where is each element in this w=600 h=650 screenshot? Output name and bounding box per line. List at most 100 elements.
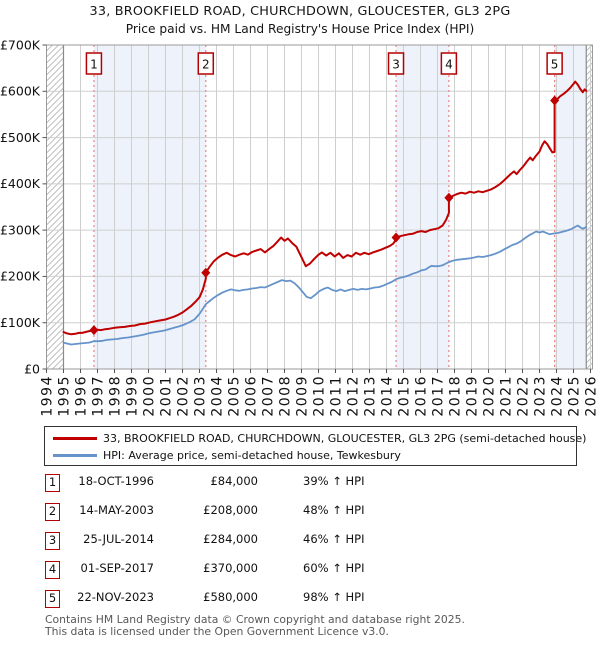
y-tick-label: £200K xyxy=(0,269,41,284)
no-data-hatch-line xyxy=(585,56,593,64)
no-data-hatch-line xyxy=(46,189,64,208)
no-data-hatch-line xyxy=(46,93,64,112)
no-data-hatch-line xyxy=(585,50,593,58)
sale-number-box-label: 4 xyxy=(445,58,453,72)
sale-number-badge: 3 xyxy=(45,532,60,550)
no-data-hatch-line xyxy=(585,92,593,100)
sale-date: 14-MAY-2003 xyxy=(79,503,154,517)
no-data-hatch-line xyxy=(585,122,593,130)
no-data-hatch-line xyxy=(585,98,593,106)
no-data-hatch-line xyxy=(585,320,593,328)
no-data-hatch-line xyxy=(46,105,64,124)
sale-number-box xyxy=(387,52,405,75)
no-data-hatch-line xyxy=(585,152,593,160)
no-data-hatch-line xyxy=(46,339,64,358)
no-data-hatch-line xyxy=(46,237,64,256)
sale-row: 4 01-SEP-2017 £370,000 60% ↑ HPI xyxy=(44,557,584,586)
no-data-hatch-line xyxy=(46,129,64,148)
no-data-hatch-line xyxy=(46,141,64,160)
no-data-hatch-line xyxy=(46,45,64,64)
no-data-hatch-line xyxy=(46,111,64,130)
plot-border xyxy=(46,44,593,370)
no-data-hatch-line xyxy=(46,69,64,88)
no-data-hatch-line xyxy=(58,363,64,370)
x-tick-label: 2014 xyxy=(380,375,396,417)
no-data-hatch-line xyxy=(46,135,64,154)
sale-row: 2 14-MAY-2003 £208,000 48% ↑ HPI xyxy=(44,499,584,528)
no-data-hatch-line xyxy=(46,321,64,340)
no-data-hatch-line xyxy=(46,309,64,328)
y-tick-label: £700K xyxy=(0,37,41,52)
no-data-hatch-line xyxy=(46,315,64,334)
sale-price: £208,000 xyxy=(203,503,258,517)
no-data-hatch-line xyxy=(46,159,64,178)
no-data-hatch-line xyxy=(585,140,593,148)
x-tick-label: 2001 xyxy=(159,375,175,417)
no-data-hatch-line xyxy=(585,68,593,76)
x-tick-label: 2023 xyxy=(533,375,549,417)
no-data-hatch-line xyxy=(46,177,64,196)
no-data-hatch-line xyxy=(585,158,593,166)
y-tick-label: £0 xyxy=(24,361,40,376)
sale-row: 1 18-OCT-1996 £84,000 39% ↑ HPI xyxy=(44,470,584,499)
no-data-hatch-line xyxy=(585,326,593,334)
x-tick-label: 2012 xyxy=(346,375,362,417)
footer: Contains HM Land Registry data © Crown c… xyxy=(45,614,585,638)
no-data-hatch-line xyxy=(46,249,64,268)
x-tick-label: 2016 xyxy=(414,375,430,417)
sale-number-box-label: 1 xyxy=(90,58,98,72)
sale-hpi-delta: 48% ↑ HPI xyxy=(303,503,365,517)
no-data-hatch-line xyxy=(46,279,64,298)
sale-number-box xyxy=(440,52,458,75)
x-tick-label: 2000 xyxy=(142,375,158,417)
no-data-hatch-line xyxy=(585,110,593,118)
chart-legend: 33, BROOKFIELD ROAD, CHURCHDOWN, GLOUCES… xyxy=(44,426,586,466)
footer-line-licence: This data is licensed under the Open Gov… xyxy=(45,624,389,638)
x-tick-label: 2017 xyxy=(431,375,447,417)
legend-label: HPI: Average price, semi-detached house,… xyxy=(103,449,401,462)
x-tick-label: 2005 xyxy=(227,375,243,417)
sale-number-badge: 2 xyxy=(45,503,60,521)
price-chart: 1 2 3 4 5 £0 £100K £200K £300K £400K £500K £600K £70… xyxy=(0,37,600,417)
sale-number-box xyxy=(546,52,563,75)
sale-date: 18-OCT-1996 xyxy=(78,474,154,488)
no-data-hatch-line xyxy=(585,128,593,136)
price-paid-line xyxy=(62,80,588,336)
sale-row: 3 25-JUL-2014 £284,000 46% ↑ HPI xyxy=(44,528,584,557)
no-data-hatch-line xyxy=(46,117,64,136)
x-tick-label: 2018 xyxy=(448,375,464,417)
ownership-period-band xyxy=(396,45,449,369)
no-data-hatch-line xyxy=(585,44,593,52)
x-tick-label: 2007 xyxy=(261,375,277,417)
no-data-hatch-line xyxy=(46,99,64,118)
sale-price: £284,000 xyxy=(203,532,258,546)
sale-marker xyxy=(391,232,401,243)
no-data-hatch-line xyxy=(46,153,64,172)
x-tick-label: 1997 xyxy=(91,375,107,417)
sale-number-badge: 5 xyxy=(45,590,60,608)
x-tick-label: 2003 xyxy=(193,375,209,417)
no-data-hatch-line xyxy=(585,218,593,226)
no-data-hatch-line xyxy=(46,333,64,352)
x-tick-label: 2002 xyxy=(176,375,192,417)
no-data-hatch-line xyxy=(585,176,593,184)
no-data-hatch-line xyxy=(585,266,593,274)
no-data-hatch-line xyxy=(585,296,593,304)
x-tick-label: 2006 xyxy=(244,375,260,417)
no-data-hatch-line xyxy=(46,207,64,226)
no-data-hatch-line xyxy=(46,303,64,322)
no-data-hatch-line xyxy=(585,308,593,316)
no-data-hatch-line xyxy=(585,278,593,286)
sale-marker xyxy=(444,192,454,203)
hpi-line xyxy=(62,224,588,346)
no-data-hatch-line xyxy=(585,338,593,346)
sale-number-box xyxy=(85,52,103,75)
sale-marker xyxy=(201,267,211,278)
x-tick-label: 2010 xyxy=(312,375,328,417)
no-data-hatch-line xyxy=(46,345,64,364)
no-data-hatch-line xyxy=(585,254,593,262)
sale-hpi-delta: 98% ↑ HPI xyxy=(303,590,365,604)
price-paid-line-swatch xyxy=(53,437,97,440)
no-data-hatch-line xyxy=(46,44,53,52)
sale-number-box-label: 3 xyxy=(392,58,400,72)
